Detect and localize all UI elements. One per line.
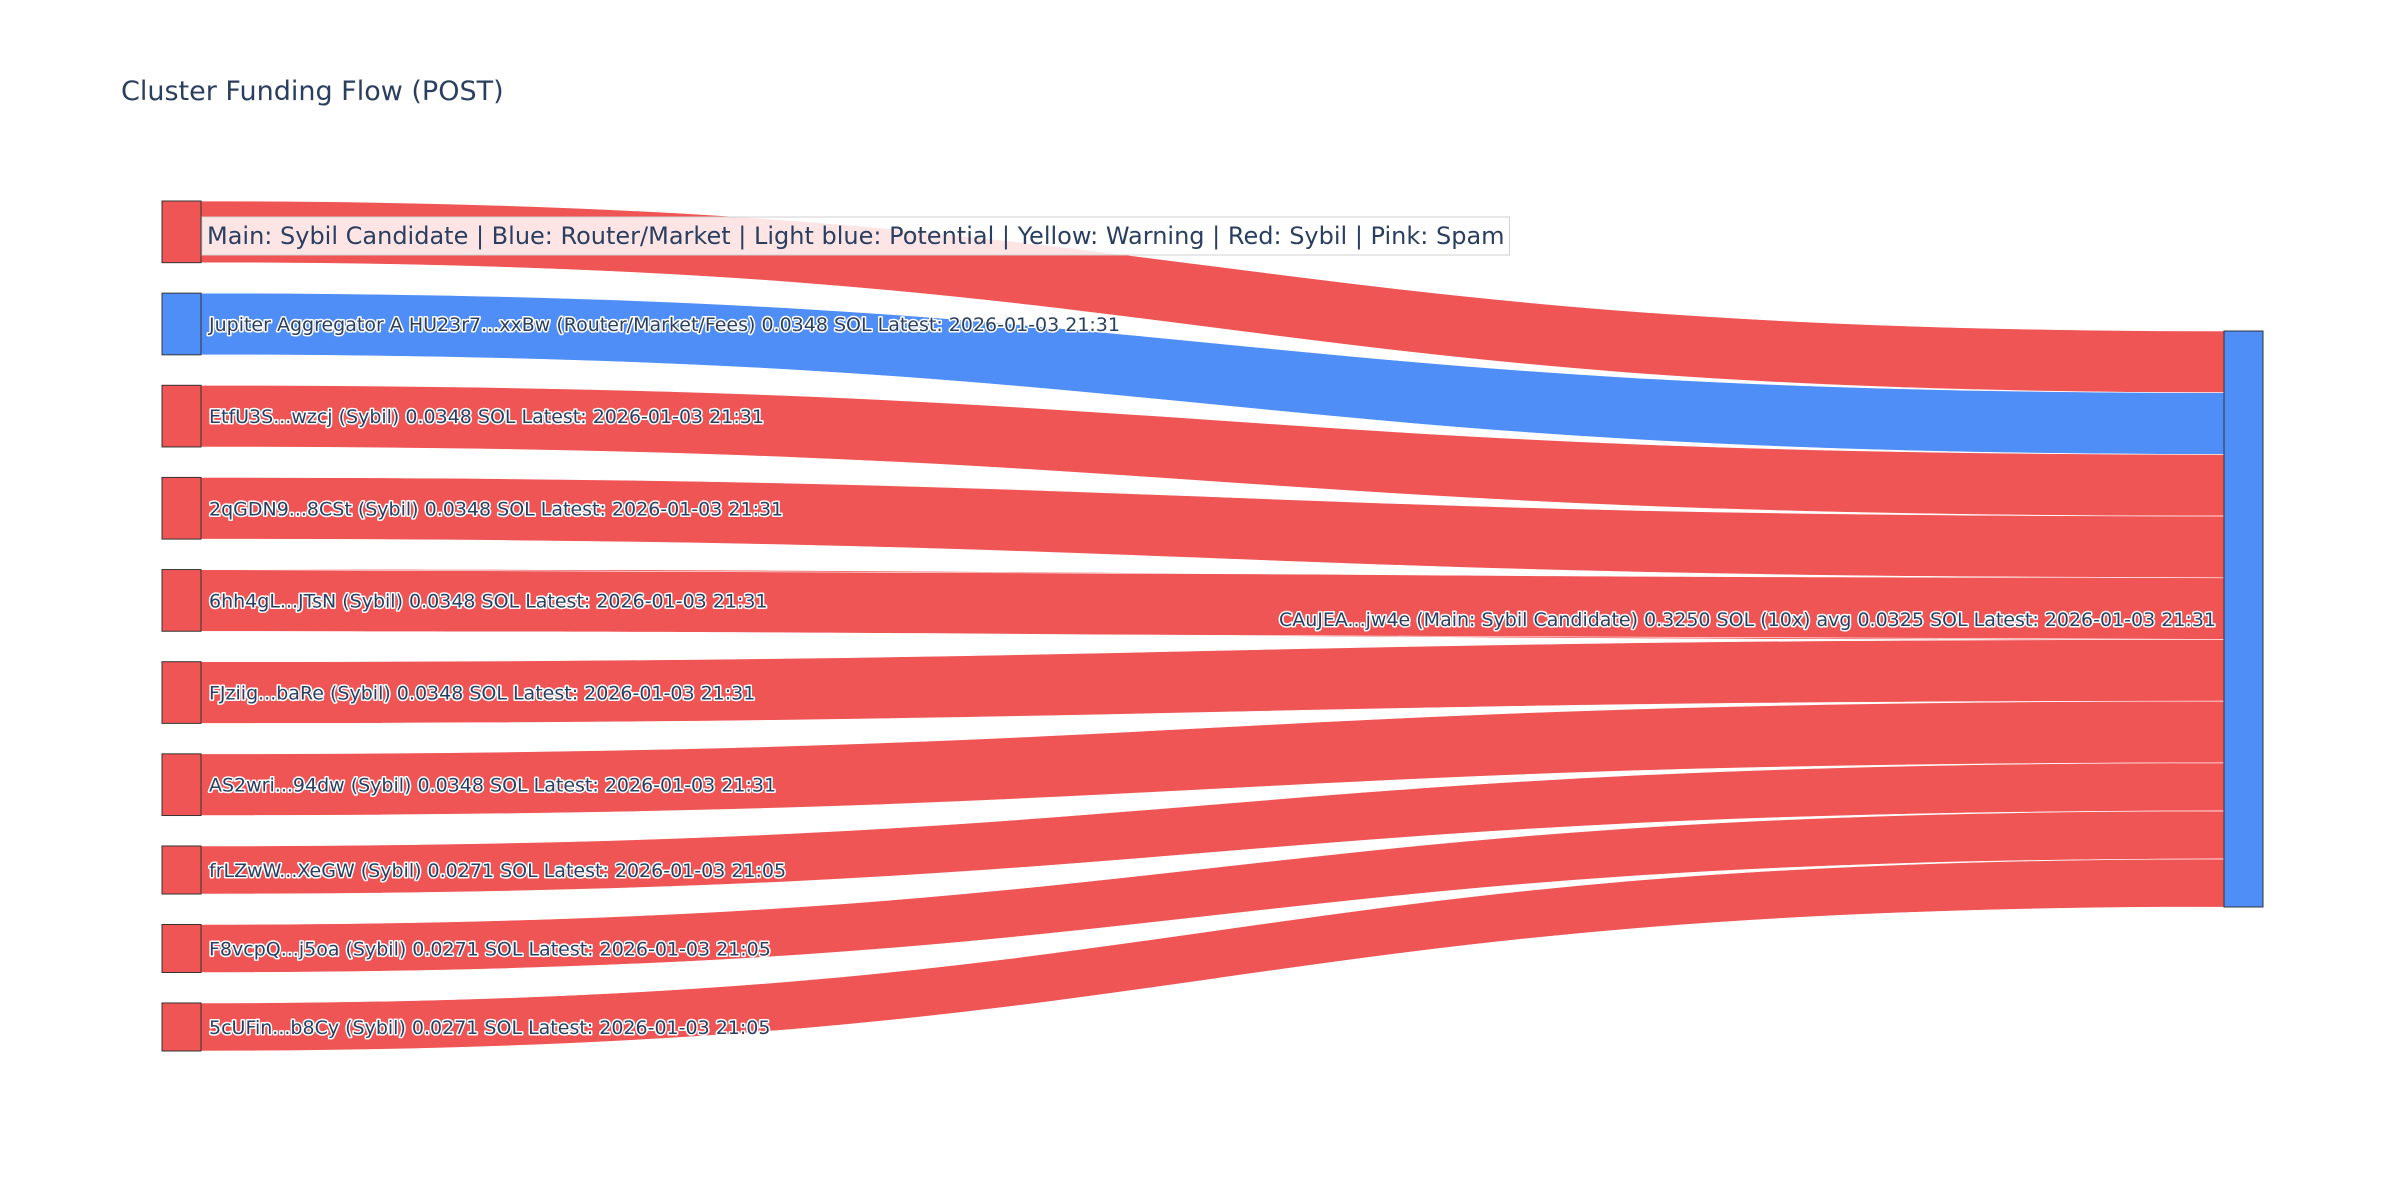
source-label-8: F8vcpQ...j5oa (Sybil) 0.0271 SOL Latest:… — [209, 938, 771, 960]
source-label-4: 6hh4gL...JTsN (Sybil) 0.0348 SOL Latest:… — [209, 590, 768, 612]
source-label-6: AS2wri...94dw (Sybil) 0.0348 SOL Latest:… — [209, 775, 776, 797]
legend-box — [201, 216, 1511, 256]
legend-text: Main: Sybil Candidate | Blue: Router/Mar… — [207, 222, 1505, 250]
source-node-9[interactable] — [161, 1002, 202, 1052]
source-node-8[interactable] — [161, 923, 202, 974]
legend: Main: Sybil Candidate | Blue: Router/Mar… — [201, 216, 1511, 256]
source-node-6[interactable] — [161, 753, 202, 817]
target-label: CAuJEA...jw4e (Main: Sybil Candidate) 0.… — [1279, 609, 2216, 631]
source-node-2[interactable] — [161, 384, 202, 448]
source-label-5: FJziig...baRe (Sybil) 0.0348 SOL Latest:… — [209, 683, 755, 705]
source-node-4[interactable] — [161, 569, 202, 632]
nodes-layer — [161, 200, 2264, 1052]
source-node-7[interactable] — [161, 845, 202, 895]
chart-title: Cluster Funding Flow (POST) — [121, 76, 504, 107]
source-node-5[interactable] — [161, 661, 202, 724]
source-label-2: EtfU3S...wzcj (Sybil) 0.0348 SOL Latest:… — [209, 406, 764, 428]
links-layer — [200, 200, 2225, 1052]
source-node-1[interactable] — [161, 292, 202, 356]
source-node-0[interactable] — [161, 200, 202, 264]
source-node-3[interactable] — [161, 476, 202, 540]
target-node[interactable] — [2223, 330, 2264, 908]
source-label-3: 2qGDN9...8CSt (Sybil) 0.0348 SOL Latest:… — [209, 498, 783, 520]
source-label-7: frLZwW...XeGW (Sybil) 0.0271 SOL Latest:… — [209, 860, 786, 882]
source-label-1: Jupiter Aggregator A HU23r7...xxBw (Rout… — [208, 314, 1120, 336]
labels-layer: Jupiter Aggregator A HU23r7...xxBw (Rout… — [207, 312, 2218, 1040]
source-label-9: 5cUFin...b8Cy (Sybil) 0.0271 SOL Latest:… — [209, 1017, 770, 1039]
